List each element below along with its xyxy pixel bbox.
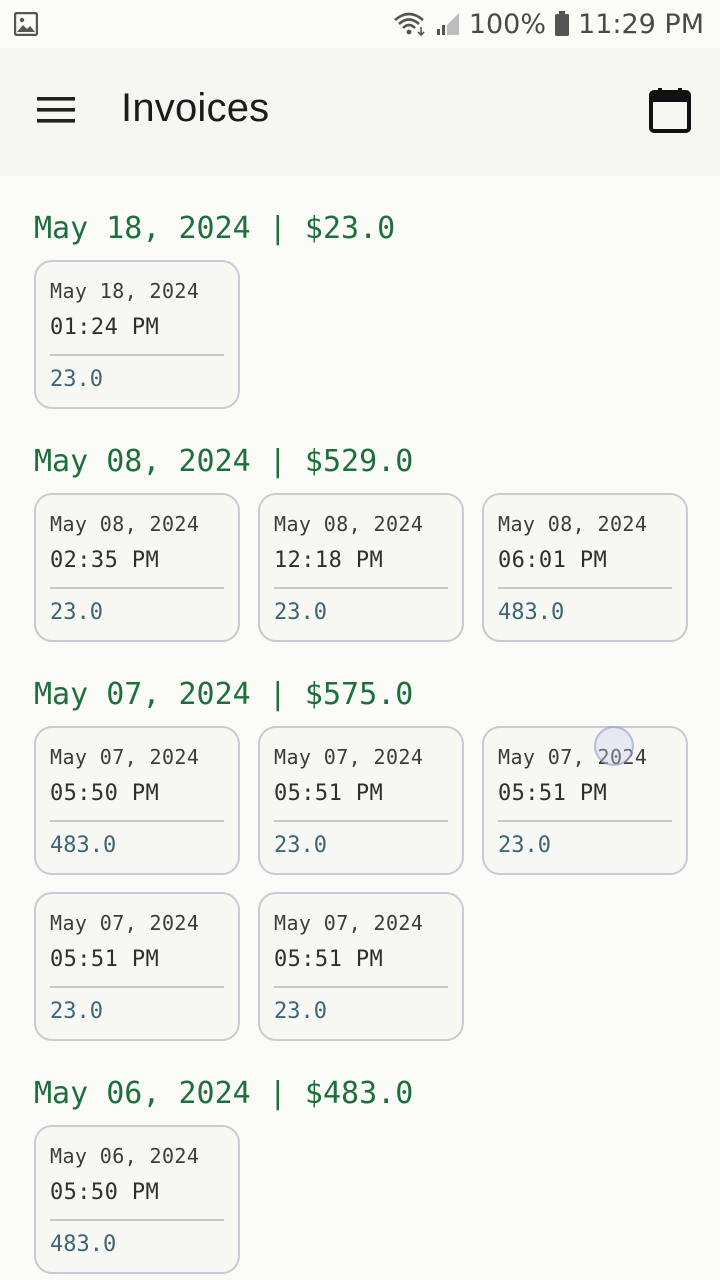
group-header: May 08, 2024 | $529.0: [34, 444, 414, 479]
invoice-group: May 18, 2024 | $23.0 May 18, 2024 01:24 …: [0, 206, 720, 409]
invoice-amount: 23.0: [50, 600, 103, 625]
invoice-group: May 08, 2024 | $529.0 May 08, 2024 02:35…: [0, 439, 720, 642]
invoice-amount: 23.0: [274, 600, 327, 625]
invoice-time: 06:01 PM: [498, 548, 608, 573]
calendar-button[interactable]: [640, 80, 700, 140]
invoice-time: 05:51 PM: [274, 947, 384, 972]
invoice-amount: 483.0: [50, 833, 117, 858]
invoice-date: May 06, 2024: [50, 1144, 200, 1168]
invoice-card[interactable]: May 08, 2024 06:01 PM 483.0: [482, 493, 688, 642]
card-divider: [50, 354, 224, 356]
invoice-card[interactable]: May 18, 2024 01:24 PM 23.0: [34, 260, 240, 409]
status-bar: 100% 11:29 PM: [0, 0, 720, 48]
invoice-card[interactable]: May 07, 2024 05:51 PM 23.0: [482, 726, 688, 875]
calendar-icon: [649, 88, 691, 133]
card-divider: [50, 1219, 224, 1221]
touch-ripple: [594, 726, 634, 766]
group-header: May 18, 2024 | $23.0: [34, 211, 396, 246]
invoice-time: 05:50 PM: [50, 1180, 160, 1205]
invoice-amount: 23.0: [274, 999, 327, 1024]
invoice-amount: 483.0: [50, 1232, 117, 1257]
invoice-amount: 23.0: [274, 833, 327, 858]
card-divider: [498, 820, 672, 822]
invoice-card[interactable]: May 07, 2024 05:51 PM 23.0: [258, 726, 464, 875]
invoice-group: May 06, 2024 | $483.0 May 06, 2024 05:50…: [0, 1071, 720, 1274]
menu-button[interactable]: [26, 80, 86, 140]
invoice-date: May 07, 2024: [50, 911, 200, 935]
invoice-amount: 23.0: [50, 999, 103, 1024]
invoice-list: May 18, 2024 | $23.0 May 18, 2024 01:24 …: [0, 176, 720, 1274]
hamburger-menu-icon: [37, 97, 75, 123]
card-divider: [274, 986, 448, 988]
invoice-card[interactable]: May 06, 2024 05:50 PM 483.0: [34, 1125, 240, 1274]
invoice-date: May 07, 2024: [274, 911, 424, 935]
invoice-date: May 08, 2024: [498, 512, 648, 536]
image-icon: [13, 11, 39, 41]
card-divider: [50, 986, 224, 988]
group-header: May 06, 2024 | $483.0: [34, 1076, 414, 1111]
invoice-time: 05:51 PM: [498, 781, 608, 806]
invoice-time: 05:50 PM: [50, 781, 160, 806]
page-title: Invoices: [121, 86, 270, 130]
invoice-card[interactable]: May 07, 2024 05:50 PM 483.0: [34, 726, 240, 875]
signal-icon: [435, 11, 461, 37]
invoice-card[interactable]: May 07, 2024 05:51 PM 23.0: [34, 892, 240, 1041]
invoice-amount: 23.0: [50, 367, 103, 392]
battery-level: 100%: [468, 8, 547, 40]
invoice-amount: 23.0: [498, 833, 551, 858]
card-divider: [274, 820, 448, 822]
invoice-date: May 07, 2024: [498, 745, 648, 769]
invoice-group: May 07, 2024 | $575.0 May 07, 2024 05:50…: [0, 672, 720, 1041]
card-divider: [50, 820, 224, 822]
invoice-date: May 18, 2024: [50, 279, 200, 303]
invoice-date: May 08, 2024: [50, 512, 200, 536]
battery-icon: [554, 11, 570, 37]
invoice-date: May 07, 2024: [274, 745, 424, 769]
clock: 11:29 PM: [578, 8, 704, 40]
group-header: May 07, 2024 | $575.0: [34, 677, 414, 712]
app-bar: Invoices: [0, 48, 720, 176]
invoice-time: 05:51 PM: [50, 947, 160, 972]
invoice-card[interactable]: May 08, 2024 02:35 PM 23.0: [34, 493, 240, 642]
invoice-card[interactable]: May 08, 2024 12:18 PM 23.0: [258, 493, 464, 642]
invoice-card[interactable]: May 07, 2024 05:51 PM 23.0: [258, 892, 464, 1041]
invoice-time: 01:24 PM: [50, 315, 160, 340]
invoice-amount: 483.0: [498, 600, 565, 625]
card-divider: [274, 587, 448, 589]
wifi-icon: [393, 11, 427, 37]
invoice-time: 05:51 PM: [274, 781, 384, 806]
invoice-date: May 08, 2024: [274, 512, 424, 536]
card-divider: [50, 587, 224, 589]
invoice-date: May 07, 2024: [50, 745, 200, 769]
card-divider: [498, 587, 672, 589]
invoice-time: 12:18 PM: [274, 548, 384, 573]
invoice-time: 02:35 PM: [50, 548, 160, 573]
